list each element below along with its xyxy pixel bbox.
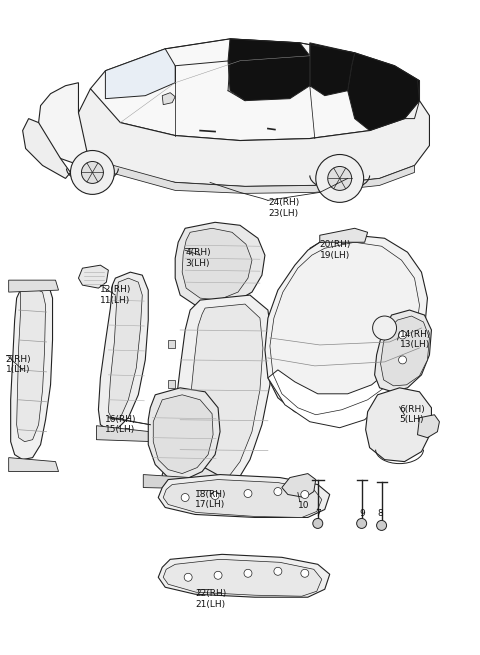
Circle shape	[184, 573, 192, 581]
Text: 24(RH)
23(LH): 24(RH) 23(LH)	[268, 198, 299, 217]
Text: 6(RH)
5(LH): 6(RH) 5(LH)	[399, 405, 425, 424]
Circle shape	[398, 356, 407, 364]
Polygon shape	[320, 229, 368, 242]
Polygon shape	[158, 554, 330, 597]
Polygon shape	[418, 415, 439, 438]
Polygon shape	[265, 235, 428, 418]
Polygon shape	[228, 39, 310, 101]
Polygon shape	[381, 316, 430, 386]
Polygon shape	[282, 474, 316, 498]
Polygon shape	[168, 340, 175, 348]
Polygon shape	[96, 426, 154, 441]
Polygon shape	[268, 370, 395, 428]
Polygon shape	[90, 39, 420, 141]
Circle shape	[328, 166, 352, 191]
Polygon shape	[163, 559, 322, 596]
Polygon shape	[162, 449, 242, 514]
Text: 4(RH)
3(LH): 4(RH) 3(LH)	[185, 248, 211, 268]
Polygon shape	[98, 272, 148, 430]
Text: 18(RH)
17(LH): 18(RH) 17(LH)	[195, 489, 227, 509]
Text: 20(RH)
19(LH): 20(RH) 19(LH)	[320, 240, 351, 259]
Polygon shape	[88, 159, 415, 193]
Polygon shape	[163, 479, 322, 517]
Text: 12(RH)
11(LH): 12(RH) 11(LH)	[100, 285, 132, 305]
Circle shape	[274, 567, 282, 575]
Polygon shape	[17, 288, 46, 441]
Text: 16(RH)
15(LH): 16(RH) 15(LH)	[106, 415, 137, 434]
Circle shape	[398, 331, 407, 339]
Polygon shape	[106, 49, 175, 99]
Text: 8: 8	[378, 510, 384, 519]
Circle shape	[244, 569, 252, 577]
Polygon shape	[175, 222, 265, 308]
Circle shape	[301, 569, 309, 577]
Polygon shape	[158, 475, 330, 517]
Polygon shape	[38, 83, 88, 166]
Circle shape	[313, 519, 323, 529]
Polygon shape	[11, 282, 52, 460]
Circle shape	[316, 155, 364, 202]
Polygon shape	[366, 388, 432, 462]
Circle shape	[214, 571, 222, 579]
Text: 22(RH)
21(LH): 22(RH) 21(LH)	[195, 590, 227, 608]
Polygon shape	[188, 304, 263, 489]
Circle shape	[274, 487, 282, 496]
Polygon shape	[144, 475, 225, 489]
Polygon shape	[78, 265, 108, 288]
Polygon shape	[310, 43, 355, 96]
Circle shape	[71, 151, 114, 195]
Polygon shape	[9, 458, 59, 472]
Circle shape	[301, 491, 309, 498]
Circle shape	[244, 489, 252, 498]
Polygon shape	[162, 92, 175, 105]
Circle shape	[211, 491, 219, 500]
Circle shape	[372, 316, 396, 340]
Circle shape	[377, 521, 386, 531]
Polygon shape	[182, 229, 252, 300]
Polygon shape	[23, 119, 71, 178]
Polygon shape	[75, 88, 430, 187]
Text: 9: 9	[360, 510, 365, 519]
Polygon shape	[168, 420, 175, 428]
Text: 2(RH)
1(LH): 2(RH) 1(LH)	[6, 355, 31, 374]
Polygon shape	[172, 295, 272, 502]
Polygon shape	[168, 380, 175, 388]
Circle shape	[357, 519, 367, 529]
Polygon shape	[153, 395, 213, 474]
Polygon shape	[108, 278, 142, 420]
Text: 7: 7	[315, 510, 321, 519]
Circle shape	[82, 162, 103, 183]
Text: 10: 10	[298, 502, 309, 510]
Polygon shape	[374, 310, 432, 392]
Polygon shape	[9, 280, 59, 292]
Polygon shape	[148, 388, 220, 479]
Circle shape	[181, 493, 189, 502]
Text: 14(RH)
13(LH): 14(RH) 13(LH)	[399, 330, 431, 349]
Polygon shape	[348, 53, 420, 130]
